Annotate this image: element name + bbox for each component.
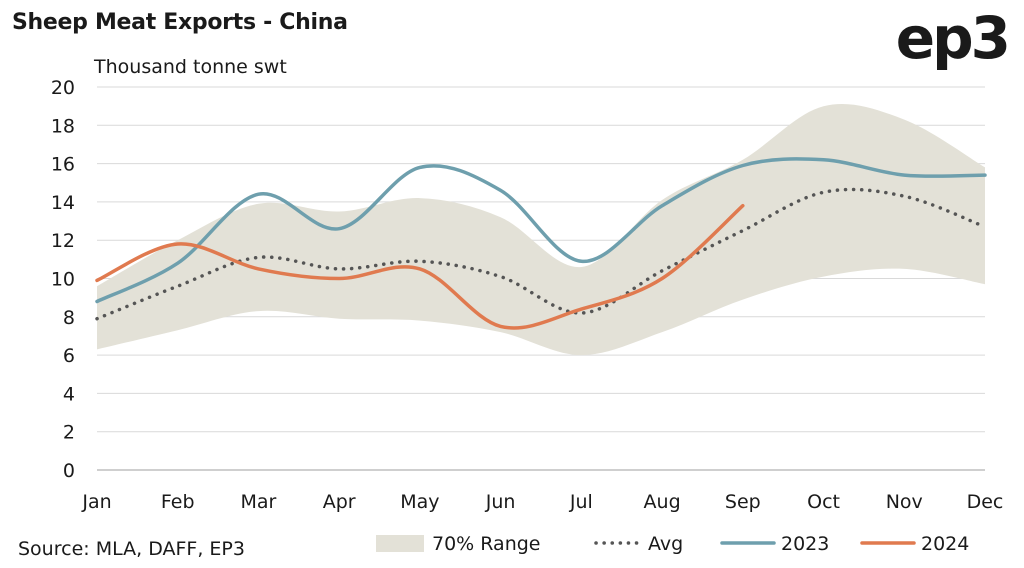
x-tick-labels: Jan Feb Mar Apr May Jun Jul Aug Sep Oct Nov Dec (81, 491, 1003, 513)
x-tick-label: Feb (161, 491, 195, 513)
range-band-layer (97, 103, 985, 356)
legend-label-range: 70% Range (432, 533, 541, 555)
x-tick-label: Mar (241, 491, 277, 513)
x-tick-label: Nov (886, 491, 923, 513)
y-tick-labels: 0 2 4 6 8 10 12 14 16 18 20 (51, 77, 75, 482)
y-tick-label: 0 (63, 460, 75, 482)
brand-logo: ep3 (895, 4, 1011, 72)
legend-label-avg: Avg (648, 533, 683, 555)
legend: 70% Range Avg 2023 2024 (376, 533, 969, 555)
y-tick-label: 2 (63, 422, 75, 444)
y-tick-label: 18 (51, 115, 75, 137)
x-tick-label: Jan (81, 491, 111, 513)
series-line-2024 (95, 203, 745, 330)
range-band-70pct (97, 103, 985, 356)
x-tick-label: Jun (485, 491, 516, 513)
x-tick-label: Jul (569, 491, 593, 513)
y-tick-label: 14 (51, 192, 75, 214)
x-tick-label: Aug (644, 491, 681, 513)
x-tick-label: Dec (967, 491, 1004, 513)
chart-title: Sheep Meat Exports - China (12, 10, 348, 35)
y-tick-label: 10 (51, 269, 75, 291)
y-tick-label: 6 (63, 345, 75, 367)
y-tick-label: 4 (63, 383, 75, 405)
legend-label-2024: 2024 (921, 533, 969, 555)
y-tick-label: 20 (51, 77, 75, 99)
series-layer (95, 157, 987, 330)
series-line-2023 (95, 157, 987, 304)
x-tick-label: Sep (725, 491, 761, 513)
legend-label-2023: 2023 (781, 533, 829, 555)
x-tick-label: Oct (807, 491, 840, 513)
source-note: Source: MLA, DAFF, EP3 (18, 538, 245, 560)
y-axis-unit-label: Thousand tonne swt (94, 56, 287, 78)
legend-swatch-range (376, 535, 424, 552)
x-tick-label: May (400, 491, 439, 513)
y-tick-label: 16 (51, 154, 75, 176)
y-tick-label: 8 (63, 307, 75, 329)
y-tick-label: 12 (51, 230, 75, 252)
x-tick-label: Apr (323, 491, 356, 513)
